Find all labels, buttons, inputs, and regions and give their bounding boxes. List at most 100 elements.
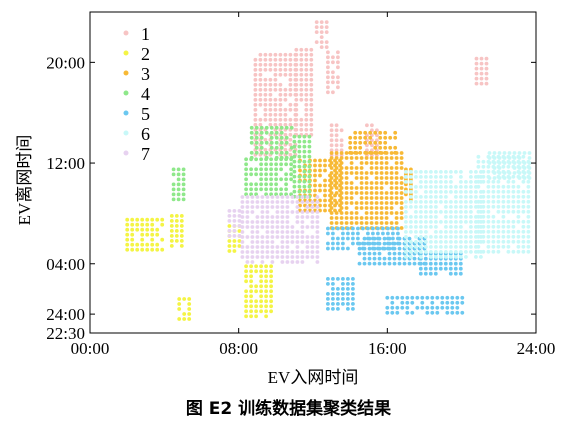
data-point-s2-r2-7 — [182, 312, 187, 316]
data-point-s4-r0-41 — [279, 177, 283, 182]
data-point-s6-r0-222 — [404, 245, 408, 249]
legend-label-4: 4 — [141, 84, 150, 104]
data-point-s6-r2-10 — [492, 156, 497, 160]
data-point-s3-r1-14 — [329, 156, 334, 160]
data-point-s6-r0-211 — [429, 240, 433, 244]
data-point-s6-r1-163 — [496, 234, 501, 239]
data-point-s6-r1-76 — [521, 189, 526, 194]
data-point-s2-r0-24 — [140, 232, 145, 237]
data-point-s2-r4-49 — [269, 304, 273, 309]
data-point-s5-r4-27 — [385, 305, 390, 310]
data-point-s6-r0-185 — [454, 230, 458, 234]
data-point-s3-r0-16 — [298, 168, 302, 173]
data-point-s7-r1-48 — [260, 210, 265, 214]
data-point-s2-r0-29 — [130, 237, 135, 242]
data-point-s5-r0-40 — [326, 241, 330, 246]
data-point-s6-r0-47 — [429, 185, 433, 189]
data-point-s3-r1-78 — [384, 176, 389, 180]
data-point-s1-r6-8 — [484, 66, 489, 71]
data-point-s6-r0-35 — [439, 180, 443, 184]
data-point-s3-r2-18 — [353, 140, 358, 145]
data-point-s3-r1-116 — [359, 191, 364, 195]
data-point-s7-r1-105 — [265, 230, 270, 234]
data-point-s7-r1-170 — [300, 250, 305, 254]
data-point-s1-r0-27 — [258, 67, 263, 72]
data-point-s6-r0-196 — [434, 235, 438, 239]
data-point-s6-r0-113 — [464, 205, 468, 209]
data-point-s4-r2-16 — [292, 154, 297, 159]
data-point-s4-r2-6 — [302, 139, 307, 144]
data-point-s1-r0-29 — [268, 67, 273, 72]
data-point-s1-r0-104 — [253, 117, 258, 122]
data-point-s6-r2-18 — [492, 161, 497, 165]
data-point-s6-r0-24 — [449, 175, 453, 179]
data-point-s7-r1-136 — [280, 240, 285, 244]
y-tick-label-1: 12:00 — [46, 154, 85, 173]
data-point-s5-r1-4 — [382, 236, 387, 241]
data-point-s2-r0-15 — [125, 227, 130, 232]
data-point-s2-r4-35 — [259, 294, 263, 299]
data-point-s5-r0-11 — [381, 226, 385, 231]
data-point-s5-r1-53 — [372, 256, 377, 261]
data-point-s3-r2-30 — [383, 145, 388, 150]
data-point-s2-r0-35 — [135, 242, 140, 247]
data-point-s2-r0-19 — [145, 227, 150, 232]
data-point-s6-r0-40 — [469, 180, 473, 184]
data-point-s2-r4-19 — [259, 279, 263, 284]
data-point-s6-r1-146 — [521, 224, 526, 229]
data-point-s7-r1-55 — [300, 210, 305, 214]
data-point-s3-r1-195 — [339, 221, 344, 225]
data-point-s6-r0-31 — [419, 180, 423, 184]
data-point-s7-r1-91 — [260, 225, 265, 229]
data-point-s6-r0-210 — [424, 240, 428, 244]
data-point-s1-r6-16 — [479, 81, 484, 86]
data-point-s4-r0-17 — [289, 162, 293, 167]
data-point-s1-r0-157 — [283, 147, 288, 152]
data-point-s3-r1-31 — [339, 161, 344, 165]
data-point-s1-r0-118 — [283, 122, 288, 127]
data-point-s3-r0-21 — [323, 168, 327, 173]
data-point-s6-r1-181 — [476, 244, 481, 249]
data-point-s4-r1-17 — [254, 135, 259, 140]
data-point-s5-r4-6 — [415, 295, 420, 300]
data-point-s6-r0-76 — [429, 195, 433, 199]
data-point-s7-r1-113 — [315, 230, 320, 234]
data-point-s5-r0-30 — [341, 236, 345, 241]
data-point-s6-r0-261 — [454, 255, 458, 259]
data-point-s2-r4-5 — [269, 264, 273, 269]
data-point-s6-r0-217 — [459, 240, 463, 244]
data-point-s7-r1-23 — [280, 200, 285, 204]
data-point-s7-r1-115 — [245, 235, 250, 239]
data-point-s6-r2-11 — [497, 156, 502, 160]
data-point-s3-r1-90 — [374, 181, 379, 185]
data-point-s7-r1-137 — [285, 240, 290, 244]
data-point-s5-r1-13 — [367, 241, 372, 246]
data-point-s2-r1-2 — [179, 214, 184, 218]
data-point-s5-r2-34 — [453, 266, 458, 271]
data-point-s6-r0-194 — [424, 235, 428, 239]
data-point-s1-r0-113 — [253, 122, 258, 127]
data-point-s4-r3-1 — [176, 167, 181, 172]
data-point-s4-r1-31 — [254, 145, 259, 150]
data-point-s5-r1-12 — [362, 241, 367, 246]
data-point-s7-r1-184 — [290, 255, 295, 259]
data-point-s6-r1-166 — [511, 234, 516, 239]
data-point-s7-r1-46 — [245, 210, 250, 214]
data-point-s4-r2-44 — [297, 189, 302, 194]
data-point-s3-r1-127 — [344, 196, 349, 200]
data-point-s5-r3-3 — [341, 277, 345, 281]
data-point-s6-r0-142 — [464, 215, 468, 219]
data-point-s7-r1-65 — [275, 215, 280, 219]
data-point-s6-r0-39 — [464, 180, 468, 184]
data-point-s1-r1-27 — [309, 77, 314, 82]
data-point-s7-r1-177 — [255, 255, 260, 259]
data-point-s5-r4-38 — [445, 305, 450, 310]
data-point-s5-r1-17 — [387, 241, 392, 246]
data-point-s4-r2-32 — [297, 174, 302, 179]
data-point-s5-r3-27 — [351, 297, 355, 301]
data-point-s4-r2-25 — [297, 164, 302, 169]
data-point-s6-r1-169 — [526, 234, 531, 239]
data-point-s6-r2-2 — [497, 151, 502, 155]
data-point-s6-r0-80 — [454, 195, 458, 199]
